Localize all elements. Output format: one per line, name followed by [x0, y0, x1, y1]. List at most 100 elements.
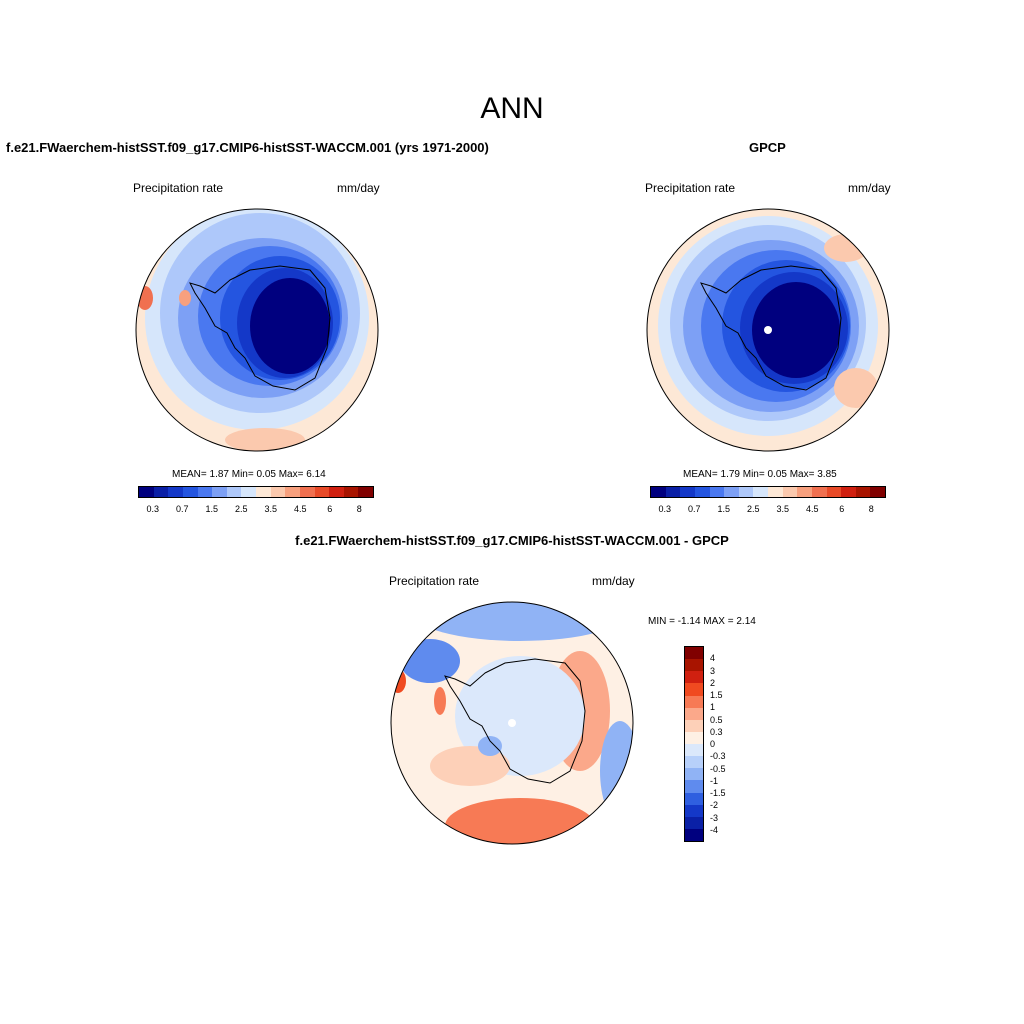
panel3-map — [390, 601, 634, 845]
panel2-units-label: mm/day — [848, 181, 891, 195]
colorbar-tick-label: -0.5 — [710, 763, 726, 774]
colorbar-swatch — [685, 780, 703, 793]
colorbar-swatch — [285, 487, 300, 497]
panel1-stats: MEAN= 1.87 Min= 0.05 Max= 6.14 — [172, 469, 326, 480]
colorbar-tick-label: 2 — [710, 677, 716, 688]
colorbar-tick-label: -2 — [710, 800, 719, 811]
colorbar-swatch — [226, 487, 242, 497]
colorbar-swatch — [724, 487, 739, 497]
colorbar-swatch — [709, 487, 725, 497]
panel1-title: f.e21.FWaerchem-histSST.f09_g17.CMIP6-hi… — [6, 140, 489, 155]
colorbar-tick-label: 8 — [868, 504, 874, 514]
colorbar-tick-label: 6 — [839, 504, 845, 514]
panel2-title: GPCP — [749, 140, 786, 155]
colorbar-swatch — [168, 487, 183, 497]
colorbar-tick-label: 0 — [710, 739, 716, 749]
colorbar-swatch — [685, 804, 703, 817]
colorbar-tick-label: 4.5 — [293, 504, 307, 514]
colorbar-swatch — [153, 487, 169, 497]
colorbar-swatch — [314, 487, 330, 497]
colorbar-tick-label: 0.7 — [175, 504, 189, 514]
colorbar-swatch — [768, 487, 783, 497]
colorbar-swatch — [685, 792, 703, 805]
colorbar-tick-label: 0.3 — [658, 504, 672, 514]
colorbar-swatch — [753, 487, 768, 497]
panel3-title: f.e21.FWaerchem-histSST.f09_g17.CMIP6-hi… — [295, 533, 729, 548]
panel2-colorbar — [650, 486, 886, 498]
panel2-variable-label: Precipitation rate — [645, 181, 736, 195]
colorbar-swatch — [139, 487, 154, 497]
colorbar-swatch — [685, 828, 703, 841]
colorbar-swatch — [680, 487, 695, 497]
colorbar-swatch — [212, 487, 227, 497]
panel3-stats: MIN = -1.14 MAX = 2.14 — [648, 616, 756, 627]
colorbar-swatch — [685, 756, 703, 769]
colorbar-swatch — [241, 487, 256, 497]
colorbar-tick-label: -1 — [710, 775, 719, 786]
colorbar-swatch — [182, 487, 198, 497]
colorbar-tick-label: 1 — [710, 702, 716, 713]
panel2-map — [646, 208, 890, 452]
colorbar-swatch — [665, 487, 681, 497]
colorbar-tick-label: 4.5 — [805, 504, 819, 514]
colorbar-swatch — [651, 487, 666, 497]
colorbar-swatch — [256, 487, 271, 497]
colorbar-tick-label: -1.5 — [710, 788, 726, 798]
colorbar-tick-label: 1.5 — [710, 690, 723, 700]
colorbar-tick-label: 0.3 — [146, 504, 160, 514]
colorbar-tick-label: 1.5 — [717, 504, 731, 514]
colorbar-tick-label: 3 — [710, 665, 716, 676]
panel2-stats: MEAN= 1.79 Min= 0.05 Max= 3.85 — [683, 469, 837, 480]
colorbar-swatch — [685, 816, 703, 829]
colorbar-tick-label: 1.5 — [205, 504, 219, 514]
panel3-colorbar — [684, 646, 704, 842]
panel2-colorbar-labels: 0.3 0.7 1.5 2.5 3.5 4.5 6 8 — [650, 504, 886, 516]
colorbar-swatch — [811, 487, 827, 497]
colorbar-swatch — [782, 487, 798, 497]
panel3-units-label: mm/day — [592, 574, 635, 588]
figure-title: ANN — [480, 92, 544, 125]
colorbar-swatch — [270, 487, 286, 497]
colorbar-tick-label: -3 — [710, 812, 719, 823]
colorbar-swatch — [197, 487, 213, 497]
panel1-map — [135, 208, 379, 452]
colorbar-swatch — [685, 768, 703, 781]
panel1-variable-label: Precipitation rate — [133, 181, 224, 195]
colorbar-tick-label: 6 — [327, 504, 333, 514]
colorbar-tick-label: 3.5 — [264, 504, 278, 514]
colorbar-swatch — [685, 744, 703, 757]
colorbar-swatch — [685, 731, 703, 744]
colorbar-tick-label: 0.7 — [687, 504, 701, 514]
colorbar-tick-label: 4 — [710, 653, 716, 664]
colorbar-swatch — [329, 487, 344, 497]
colorbar-swatch — [738, 487, 754, 497]
panel1-colorbar-labels: 0.3 0.7 1.5 2.5 3.5 4.5 6 8 — [138, 504, 374, 516]
colorbar-swatch — [685, 647, 703, 660]
colorbar-swatch — [685, 695, 703, 708]
colorbar-tick-label: -4 — [710, 824, 719, 835]
colorbar-swatch — [299, 487, 315, 497]
colorbar-swatch — [685, 659, 703, 672]
colorbar-swatch — [841, 487, 856, 497]
colorbar-swatch — [685, 671, 703, 684]
panel3-variable-label: Precipitation rate — [389, 574, 480, 588]
colorbar-tick-label: 8 — [356, 504, 362, 514]
colorbar-swatch — [358, 487, 373, 497]
colorbar-swatch — [826, 487, 842, 497]
colorbar-swatch — [685, 683, 703, 696]
colorbar-swatch — [855, 487, 871, 497]
colorbar-swatch — [694, 487, 710, 497]
colorbar-tick-label: 2.5 — [234, 504, 248, 514]
panel1-colorbar — [138, 486, 374, 498]
colorbar-tick-label: 2.5 — [746, 504, 760, 514]
colorbar-tick-label: 0.3 — [710, 726, 723, 737]
colorbar-swatch — [685, 719, 703, 732]
colorbar-swatch — [797, 487, 812, 497]
colorbar-swatch — [685, 707, 703, 720]
colorbar-tick-label: 3.5 — [776, 504, 790, 514]
panel1-units-label: mm/day — [337, 181, 380, 195]
colorbar-tick-label: -0.3 — [710, 751, 726, 762]
colorbar-swatch — [870, 487, 885, 497]
colorbar-tick-label: 0.5 — [710, 714, 723, 725]
colorbar-swatch — [343, 487, 359, 497]
